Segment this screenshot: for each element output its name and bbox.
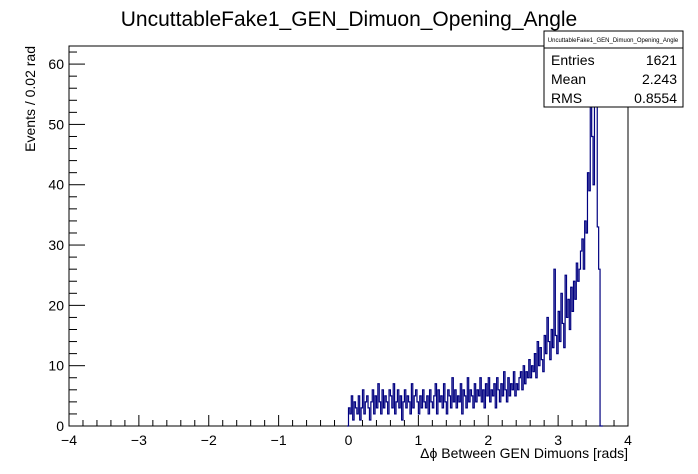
x-tick-label: −2 (201, 432, 217, 448)
x-tick-label: −3 (131, 432, 147, 448)
stats-entries-value: 1621 (646, 52, 677, 68)
y-axis-label: Events / 0.02 rad (22, 46, 38, 152)
stats-entries-label: Entries (551, 52, 595, 68)
x-axis: −4 −3 −2 −1 0 1 2 3 4 (61, 415, 632, 448)
x-tick-label: 3 (554, 432, 562, 448)
y-tick-label: 0 (56, 418, 64, 434)
y-tick-label: 50 (48, 116, 64, 132)
x-tick-label: 4 (624, 432, 632, 448)
x-tick-label: 0 (345, 432, 353, 448)
y-tick-label: 60 (48, 56, 64, 72)
y-tick-label: 10 (48, 358, 64, 374)
y-tick-label: 40 (48, 177, 64, 193)
x-tick-label: −4 (61, 432, 77, 448)
y-tick-label: 30 (48, 237, 64, 253)
y-axis: 0 10 20 30 40 50 60 (48, 51, 85, 434)
x-tick-label: −1 (271, 432, 287, 448)
stats-box: UncuttableFake1_GEN_Dimuon_Opening_Angle… (543, 30, 684, 108)
stats-rms-label: RMS (551, 90, 582, 106)
stats-mean-label: Mean (551, 71, 586, 87)
chart-title: UncuttableFake1_GEN_Dimuon_Opening_Angle (121, 8, 577, 31)
x-axis-label: Δϕ Between GEN Dimuons [rads] (420, 445, 628, 461)
y-tick-label: 20 (48, 297, 64, 313)
stats-box-title: UncuttableFake1_GEN_Dimuon_Opening_Angle (548, 38, 679, 44)
histogram-series (347, 51, 603, 427)
x-tick-label: 2 (484, 432, 492, 448)
stats-mean-value: 2.243 (642, 71, 677, 87)
stats-rms-value: 0.8554 (634, 90, 677, 106)
x-tick-label: 1 (414, 432, 422, 448)
